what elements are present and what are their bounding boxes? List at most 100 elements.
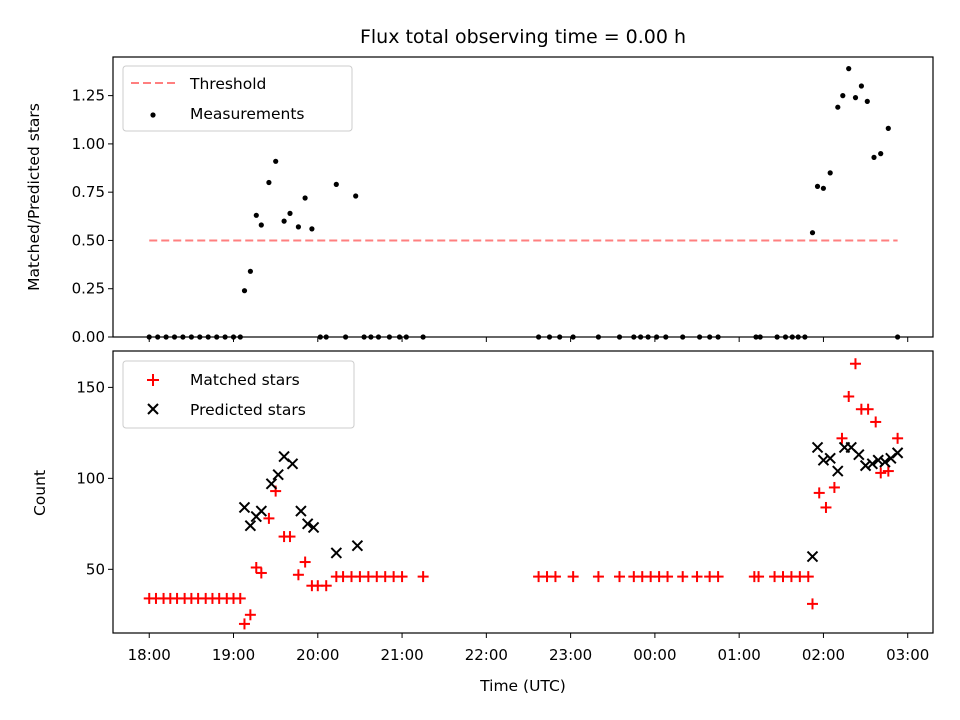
measurement-point — [840, 93, 846, 99]
bottom-x-axis: 18:00 19:00 20:00 21:00 22:00 23:00 00:00 01:00… — [128, 633, 929, 664]
measurement-point — [302, 195, 308, 201]
measurement-point — [885, 125, 891, 131]
legend-measurements-swatch — [150, 112, 156, 118]
matched-star-point — [813, 487, 825, 499]
matched-star-point — [862, 403, 874, 415]
top-legend: Threshold Measurements — [122, 65, 353, 132]
predicted-star-point — [301, 518, 314, 530]
matched-star-point — [691, 571, 703, 583]
x-tick-label: 02:00 — [802, 646, 845, 664]
matched-star-point — [320, 580, 332, 592]
predicted-star-point — [853, 448, 865, 461]
measurement-point — [353, 193, 359, 199]
legend-threshold-label: Threshold — [189, 75, 266, 93]
bottom-legend: Matched stars Predicted stars — [122, 360, 355, 429]
y-tick-label: 50 — [86, 560, 105, 578]
matched-star-point — [292, 569, 304, 581]
predicted-star-point — [238, 501, 251, 514]
matched-star-point — [549, 571, 561, 583]
matched-star-point — [843, 390, 855, 402]
matched-star-point — [567, 571, 579, 583]
predicted-star-point — [811, 441, 824, 454]
matched-star-point — [396, 571, 408, 583]
measurement-point — [258, 222, 264, 228]
measurement-point — [820, 185, 827, 191]
matched-star-point — [712, 571, 724, 583]
bottom-y-axis-label: Count — [31, 470, 49, 516]
matched-star-point — [882, 465, 894, 477]
bottom-y-axis: 50 100 150 — [76, 378, 113, 578]
predicted-star-point — [272, 469, 284, 481]
matched-stars-series — [143, 358, 904, 630]
measurement-point — [809, 230, 816, 236]
matched-star-point — [263, 512, 275, 524]
measurement-point — [333, 181, 339, 187]
matched-star-point — [234, 592, 246, 604]
top-panel: 0.00 0.25 0.50 0.75 1.00 1.25 Matched/Predict… — [25, 56, 934, 346]
y-tick-label: 1.25 — [72, 87, 105, 105]
matched-star-point — [244, 609, 256, 621]
measurement-point — [266, 179, 272, 186]
predicted-stars-series — [238, 441, 904, 563]
x-tick-label: 18:00 — [128, 646, 171, 664]
top-y-axis: 0.00 0.25 0.50 0.75 1.00 1.25 — [72, 87, 113, 346]
x-tick-label: 22:00 — [465, 646, 508, 664]
predicted-star-point — [806, 550, 819, 563]
matched-star-point — [284, 531, 296, 543]
bottom-legend-box — [122, 360, 355, 429]
measurement-point — [878, 151, 884, 157]
legend-matched-label: Matched stars — [190, 371, 300, 389]
measurement-point — [835, 104, 841, 110]
matched-star-point — [802, 571, 814, 583]
top-legend-box — [122, 65, 353, 132]
bottom-panel: 50 100 150 18:00 19:00 20:00 21:00 22:00 23:00 0… — [31, 350, 934, 695]
measurement-point — [814, 183, 821, 189]
predicted-star-point — [832, 465, 844, 477]
top-plot-frame — [112, 56, 934, 338]
predicted-star-point — [879, 456, 891, 468]
measurement-point — [247, 268, 253, 274]
predicted-star-point — [244, 519, 257, 532]
predicted-star-point — [824, 452, 836, 465]
matched-star-point — [836, 432, 848, 444]
predicted-star-point — [307, 521, 320, 534]
x-tick-label: 20:00 — [296, 646, 339, 664]
matched-star-point — [875, 467, 887, 479]
measurement-point — [864, 98, 870, 104]
measurement-point — [827, 170, 833, 176]
legend-predicted-label: Predicted stars — [190, 401, 306, 419]
matched-star-point — [662, 571, 674, 583]
x-axis-label: Time (UTC) — [479, 677, 566, 695]
top-y-axis-label: Matched/Predicted stars — [25, 103, 43, 291]
matched-star-point — [870, 416, 882, 428]
matched-star-point — [255, 567, 267, 579]
matched-star-point — [238, 618, 250, 630]
x-tick-label: 21:00 — [380, 646, 423, 664]
measurement-point — [241, 288, 248, 294]
matched-star-point — [820, 501, 832, 513]
x-tick-label: 00:00 — [633, 646, 676, 664]
y-tick-label: 150 — [76, 378, 105, 396]
predicted-star-point — [891, 447, 904, 459]
predicted-star-point — [351, 539, 364, 552]
x-tick-label: 01:00 — [718, 646, 761, 664]
predicted-star-point — [859, 459, 872, 472]
measurement-point — [295, 224, 301, 230]
legend-predicted-swatch — [147, 403, 159, 415]
measurement-point — [846, 66, 852, 72]
y-tick-label: 0.00 — [72, 328, 105, 346]
matched-star-point — [250, 562, 262, 574]
top-x-ticks — [148, 337, 909, 342]
measurement-point — [287, 210, 293, 216]
bottom-plot-frame — [112, 350, 934, 634]
measurement-point — [852, 95, 859, 101]
x-tick-label: 23:00 — [549, 646, 592, 664]
matched-star-point — [592, 571, 604, 583]
measurement-point — [273, 158, 279, 164]
measurement-point — [281, 218, 287, 224]
legend-matched-swatch — [147, 374, 159, 386]
matched-star-point — [828, 481, 840, 493]
matched-star-point — [299, 556, 311, 568]
y-tick-label: 100 — [76, 469, 105, 487]
